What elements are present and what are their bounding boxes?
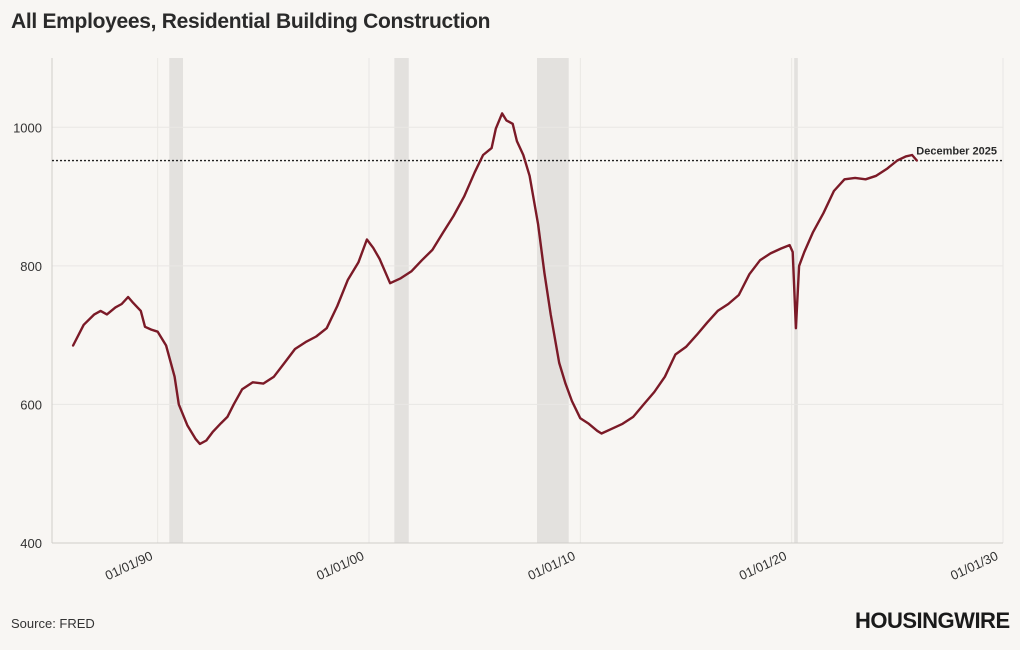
recession-band-2 [537,58,569,543]
y-tick-label-1000: 1000 [13,120,42,135]
chart-title: All Employees, Residential Building Cons… [11,10,491,33]
x-tick-label-2020: 01/01/20 [737,548,789,583]
y-tick-label-800: 800 [20,259,42,274]
housingwire-logo: HOUSINGWIRE [855,608,1010,633]
axes [51,58,1003,544]
series-line-0 [71,112,918,446]
recession-band-1 [394,58,409,543]
reference-line-group: December 2025 [52,146,1003,162]
recession-band-0 [169,58,184,543]
recession-bands [169,58,798,543]
x-tick-label-2030: 01/01/30 [948,548,1000,583]
grid-lines [52,58,1004,544]
y-tick-label-400: 400 [20,536,42,551]
source-note: Source: FRED [11,616,95,631]
y-tick-label-600: 600 [20,397,42,412]
recession-band-3 [794,58,798,543]
tick-labels: 400 600 800 1000 01/01/90 01/01/00 01/01/10 01/… [13,120,1000,583]
series-group [71,112,918,446]
x-tick-label-2010: 01/01/10 [525,548,577,583]
x-tick-label-1990: 01/01/90 [103,548,155,583]
x-tick-label-2000: 01/01/00 [314,548,366,583]
reference-line-label: December 2025 [916,146,997,158]
